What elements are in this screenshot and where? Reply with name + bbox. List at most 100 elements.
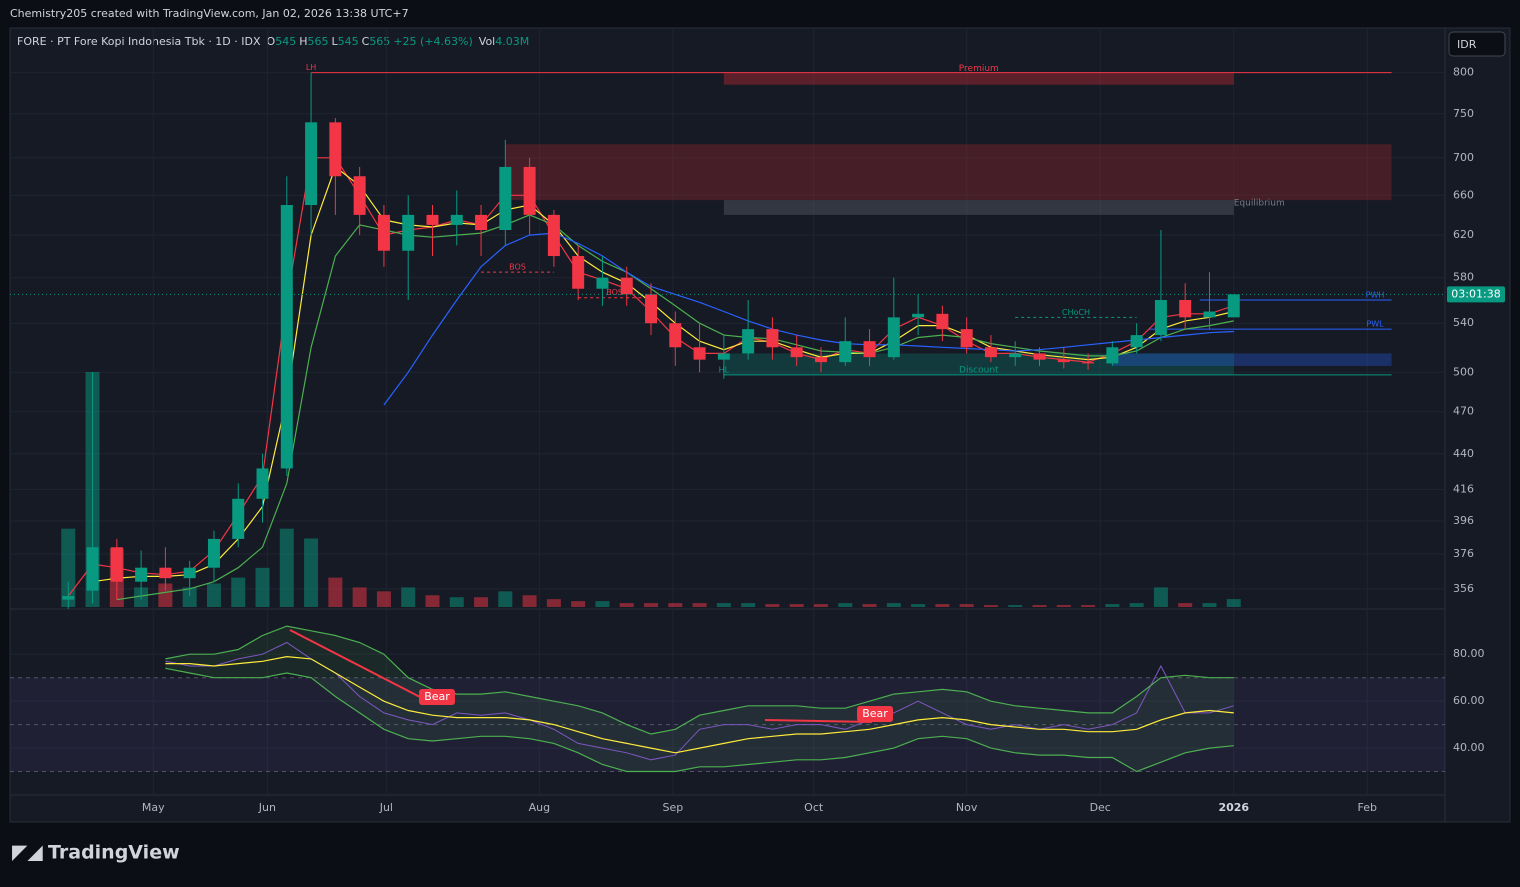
x-tick-label: Feb [1358,801,1377,814]
level-label: LH [306,63,316,72]
divergence-line [764,719,873,723]
x-tick-label: Jul [379,801,393,814]
candle-body [159,567,172,579]
candle-body [1203,311,1216,318]
volume-bar [255,567,270,607]
volume-bar [1056,605,1071,607]
volume-bar [376,591,391,607]
zone [1112,353,1392,366]
credit: Chemistry205 created with TradingView.co… [10,7,409,20]
volume-bar [765,604,780,607]
candle-body [1057,359,1070,363]
change: +25 (+4.63%) [393,35,472,48]
zone [723,200,1234,215]
rsi-line [165,667,1234,773]
volume-bar [716,603,731,607]
moving-average [383,232,1234,406]
candle-body [256,468,269,499]
volume-bar [1226,599,1241,607]
candle-body [1106,347,1119,364]
y-tick-label: 540 [1453,316,1474,329]
volume-bar [1008,605,1023,607]
y-tick-label: 396 [1453,514,1474,527]
zone [723,72,1234,85]
candle-body [183,567,196,579]
y-tick-label: 416 [1453,483,1474,496]
volume-bar [692,603,707,607]
candle-body [620,277,633,295]
ohlc-label: O [267,35,276,48]
currency[interactable]: IDR [1457,38,1477,51]
candle-body [450,214,463,225]
candle-body [814,357,827,363]
annotation: Bear [862,707,888,720]
ohlc-label: C [362,35,370,48]
volume-bar [498,591,513,607]
candle-body [353,176,366,215]
candle-body [402,214,415,251]
level-label: PWH [1366,291,1385,300]
volume-bar [813,604,828,607]
candle-body [1130,335,1143,348]
ohlc-value: 565 [307,35,328,48]
x-tick-label: Oct [804,801,824,814]
y-tick-label: 376 [1453,547,1474,560]
rsi-band-fill [165,626,1234,772]
volume-bar [474,597,489,607]
x-tick-label: Jun [258,801,276,814]
currency-button[interactable] [1448,31,1506,57]
volume-bar [983,605,998,607]
volume-bar [279,528,294,607]
candle-body [1154,300,1167,336]
volume-bar [644,603,659,607]
candle-body [645,294,658,324]
y-tick-label: 80.00 [1453,647,1485,660]
y-tick-label: 500 [1453,365,1474,378]
candle-body [499,166,512,231]
annotation-box [419,689,455,705]
volume-bar [838,603,853,607]
volume-bar [935,604,950,607]
candle-body [523,166,536,215]
legend: FORE · PT Fore Kopi Indonesia Tbk · 1D ·… [17,35,529,48]
x-tick-label: Dec [1090,801,1111,814]
zone-label: Discount [959,365,999,375]
volume-bar [352,587,367,607]
candle-body [280,205,293,469]
candle-body [475,214,488,231]
volume-bar [1032,605,1047,607]
ohlc-value: 545 [275,35,296,48]
volume-bar [571,601,586,607]
countdown-box [1447,286,1505,303]
annotation-box [857,706,893,722]
y-tick-label: 470 [1453,405,1474,418]
chart-panel [9,27,1511,823]
volume-bar [449,597,464,607]
volume-bar [158,583,173,607]
volume-bar [1081,605,1096,607]
volume-bar [328,577,343,607]
level-label: PWL [1366,320,1384,329]
volume-bar [959,604,974,607]
candle-body [86,547,99,591]
volume-bar [619,603,634,607]
annotation: Bear [424,690,450,703]
volume-bar [304,538,319,607]
y-tick-label: 40.00 [1453,741,1485,754]
symbol: FORE · PT Fore Kopi Indonesia Tbk · 1D ·… [17,35,261,48]
ohlc-value: 545 [338,35,359,48]
candle-body [329,122,342,177]
candle-body [1082,362,1095,364]
rsi-line [165,625,1234,735]
candle-body [717,353,730,360]
y-tick-label: 750 [1453,107,1474,120]
volume-bar [668,603,683,607]
candle-body [596,277,609,289]
volume-bar [886,603,901,607]
volume-bar [862,604,877,607]
y-tick-label: 700 [1453,151,1474,164]
level-label: BOS [509,263,526,272]
moving-average [116,214,1234,601]
volume-bar [1178,603,1193,607]
candle-body [766,329,779,348]
